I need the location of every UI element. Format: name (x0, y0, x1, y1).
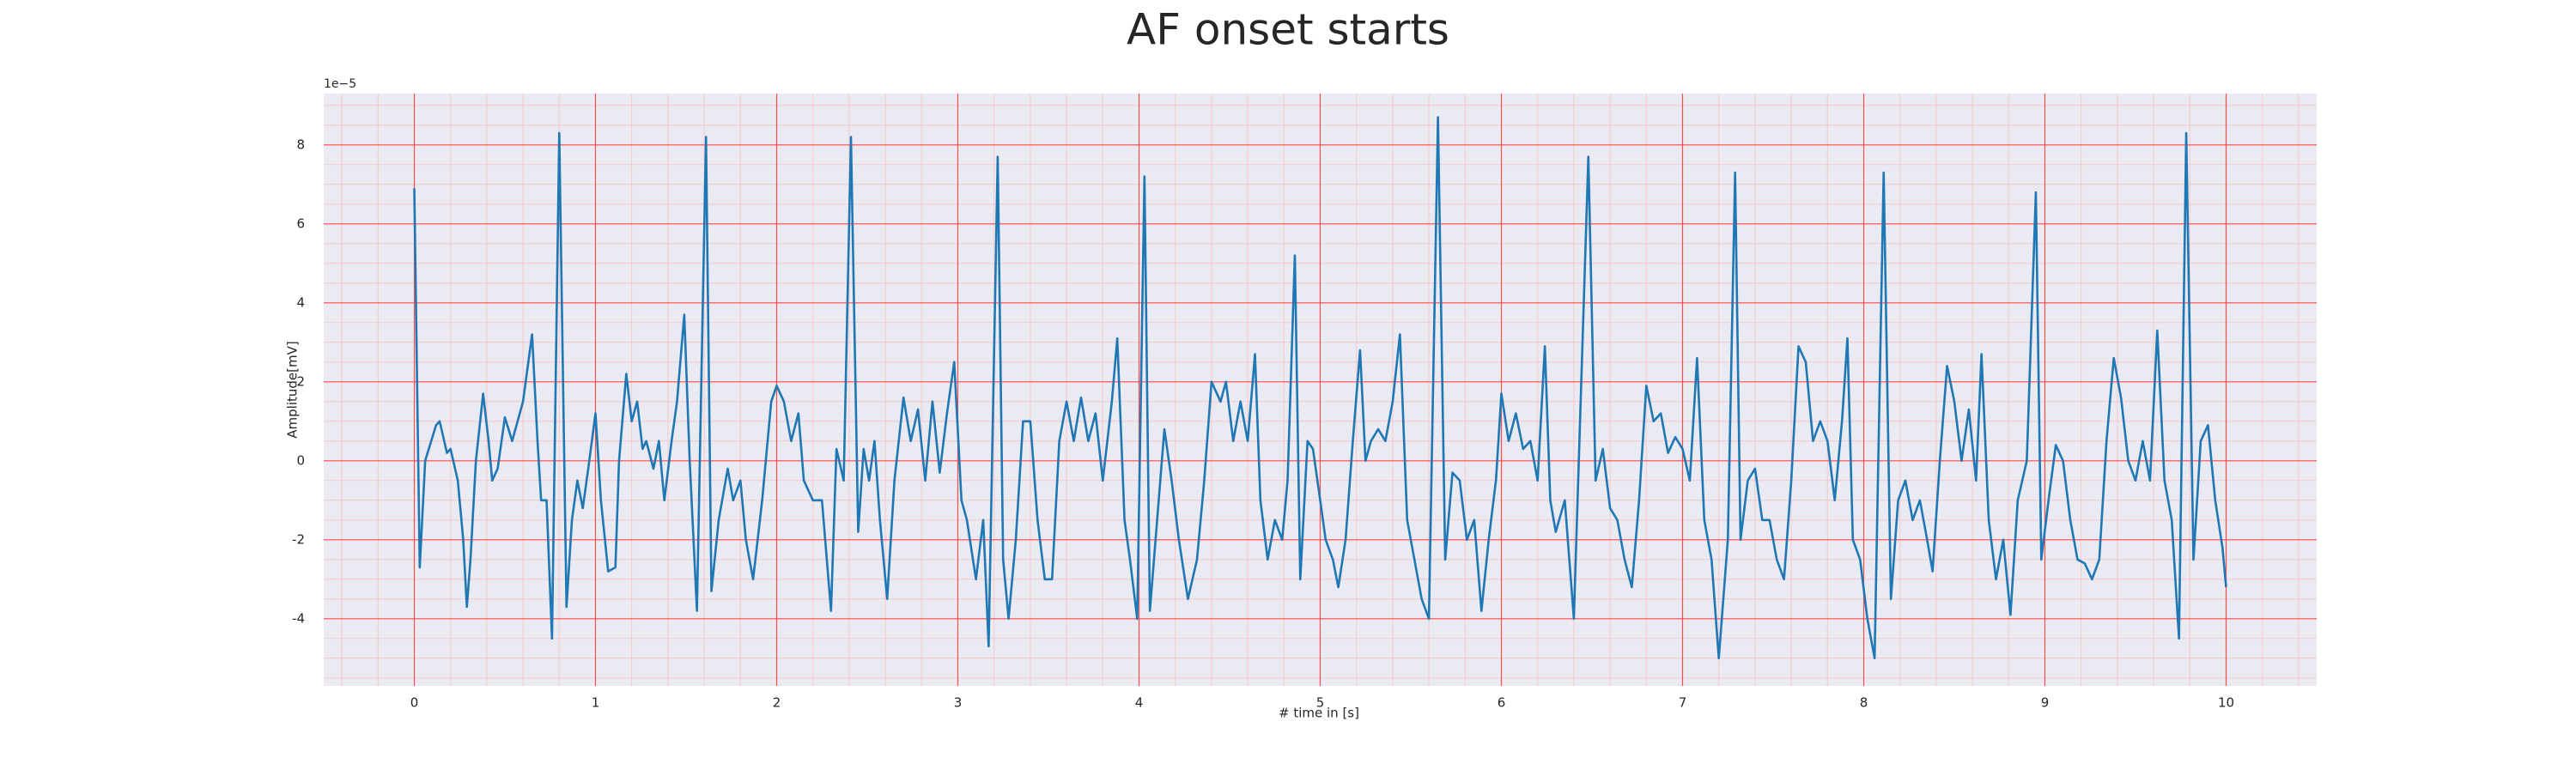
ecg-line (413, 116, 2227, 660)
x-tick-label: 6 (1498, 695, 1506, 711)
x-tick-label: 10 (2218, 695, 2234, 711)
x-tick-label: 1 (592, 695, 600, 711)
y-tick-label: 2 (296, 373, 305, 389)
y-tick-label: -2 (292, 531, 305, 547)
x-tick-label: 0 (410, 695, 419, 711)
y-axis-label: Amplitude[mV] (285, 341, 301, 438)
y-tick-label: -4 (292, 610, 305, 626)
y-tick-label: 8 (296, 136, 305, 152)
y-tick-label: 4 (296, 294, 305, 310)
x-tick-label: 9 (2041, 695, 2050, 711)
x-axis-label: # time in [s] (1279, 706, 1359, 721)
x-tick-label: 7 (1679, 695, 1687, 711)
x-tick-label: 5 (1316, 695, 1325, 711)
y-tick-label: 0 (296, 452, 305, 468)
x-tick-label: 2 (773, 695, 781, 711)
chart-title: AF onset starts (1127, 5, 1449, 55)
x-tick-label: 4 (1135, 695, 1144, 711)
y-tick-label: 6 (296, 215, 305, 231)
x-tick-label: 3 (954, 695, 963, 711)
x-tick-label: 8 (1860, 695, 1868, 711)
y-offset-label: 1e−5 (324, 77, 356, 91)
